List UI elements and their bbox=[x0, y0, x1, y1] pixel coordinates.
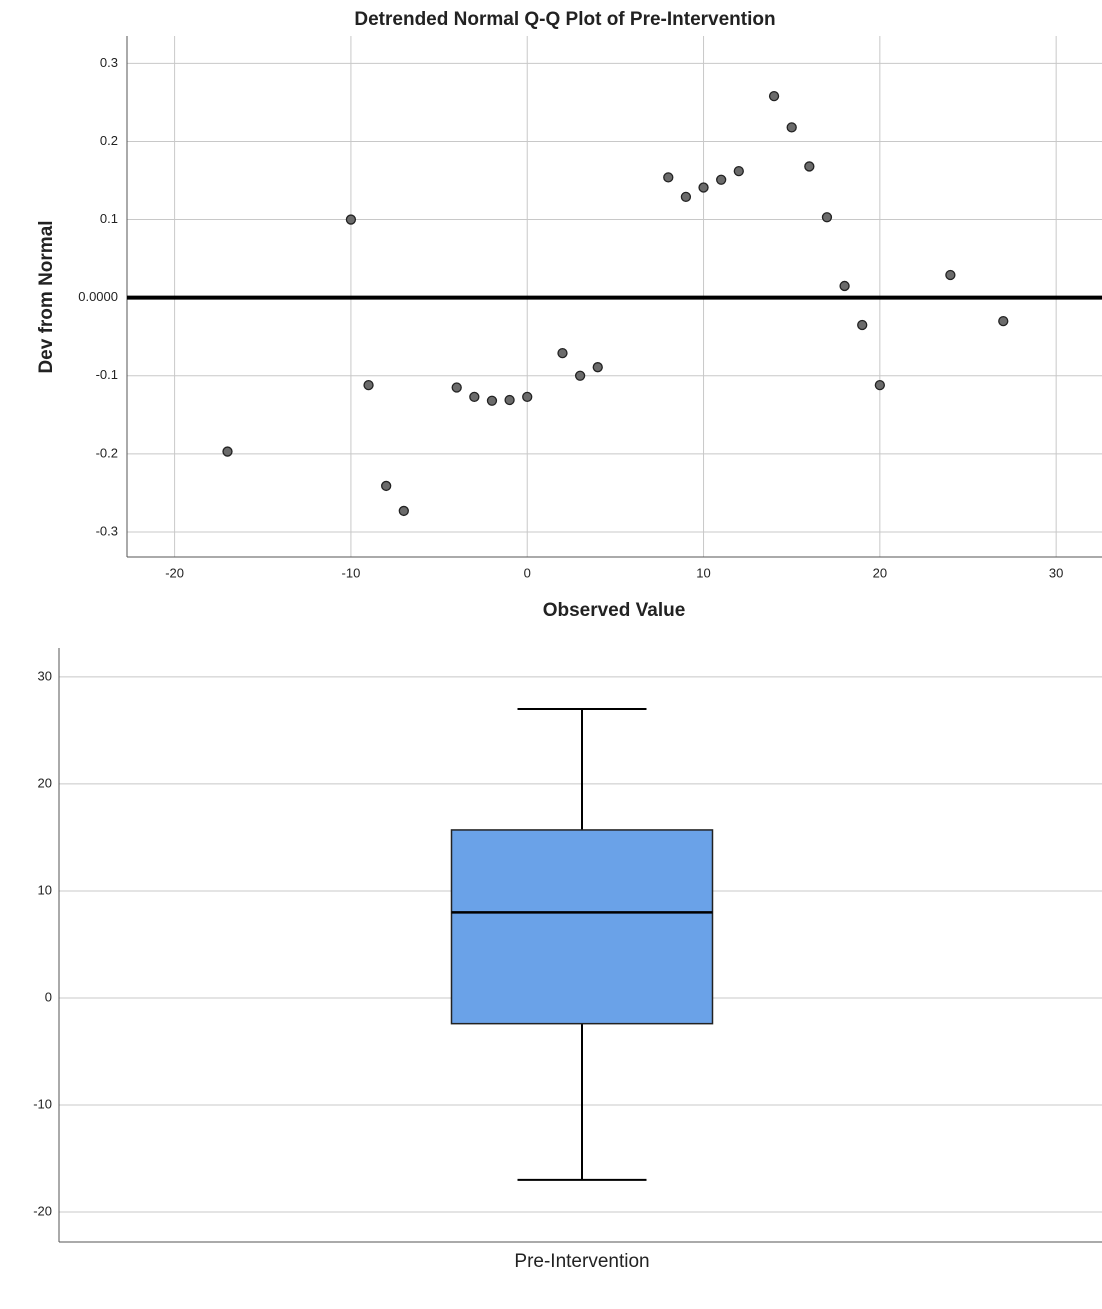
data-point bbox=[840, 281, 849, 290]
y-tick-label: 0.1 bbox=[100, 211, 118, 226]
x-tick-label: 20 bbox=[873, 565, 887, 580]
y-tick-label: 0.3 bbox=[100, 55, 118, 70]
y-tick-label: -0.3 bbox=[96, 523, 118, 538]
data-point bbox=[822, 213, 831, 222]
data-point bbox=[470, 392, 479, 401]
y-tick-label: 0.0000 bbox=[78, 289, 118, 304]
y-tick-label: -10 bbox=[33, 1096, 52, 1111]
data-point bbox=[223, 447, 232, 456]
data-point bbox=[875, 381, 884, 390]
chart: Detrended Normal Q-Q Plot of Pre-Interve… bbox=[0, 0, 1102, 1304]
x-axis-label: Observed Value bbox=[543, 600, 686, 621]
data-point bbox=[946, 271, 955, 280]
x-tick-label: 10 bbox=[696, 565, 710, 580]
data-point bbox=[858, 321, 867, 330]
data-point bbox=[770, 92, 779, 101]
data-point bbox=[399, 506, 408, 515]
data-point bbox=[805, 162, 814, 171]
data-point bbox=[505, 395, 514, 404]
y-tick-label: -20 bbox=[33, 1203, 52, 1218]
data-point bbox=[346, 215, 355, 224]
data-point bbox=[734, 167, 743, 176]
data-point bbox=[699, 183, 708, 192]
x-tick-label: -10 bbox=[342, 565, 361, 580]
y-tick-label: 20 bbox=[38, 775, 52, 790]
data-point bbox=[664, 173, 673, 182]
y-axis-label: Dev from Normal bbox=[36, 220, 57, 373]
data-point bbox=[787, 123, 796, 132]
data-point bbox=[364, 381, 373, 390]
data-point bbox=[558, 349, 567, 358]
data-point bbox=[999, 317, 1008, 326]
data-point bbox=[576, 371, 585, 380]
data-point bbox=[717, 175, 726, 184]
y-tick-label: -0.2 bbox=[96, 445, 118, 460]
data-point bbox=[681, 192, 690, 201]
y-tick-label: 10 bbox=[38, 882, 52, 897]
x-tick-label: Pre-Intervention bbox=[514, 1251, 649, 1272]
data-point bbox=[593, 363, 602, 372]
y-tick-label: -0.1 bbox=[96, 367, 118, 382]
data-point bbox=[487, 396, 496, 405]
box bbox=[452, 830, 713, 1024]
data-point bbox=[523, 392, 532, 401]
data-point bbox=[452, 383, 461, 392]
y-tick-label: 0.2 bbox=[100, 133, 118, 148]
x-tick-label: 30 bbox=[1049, 565, 1063, 580]
y-tick-label: 0 bbox=[45, 989, 52, 1004]
x-tick-label: -20 bbox=[165, 565, 184, 580]
y-tick-label: 30 bbox=[38, 668, 52, 683]
x-tick-label: 0 bbox=[524, 565, 531, 580]
chart-title: Detrended Normal Q-Q Plot of Pre-Interve… bbox=[354, 9, 775, 30]
data-point bbox=[382, 481, 391, 490]
